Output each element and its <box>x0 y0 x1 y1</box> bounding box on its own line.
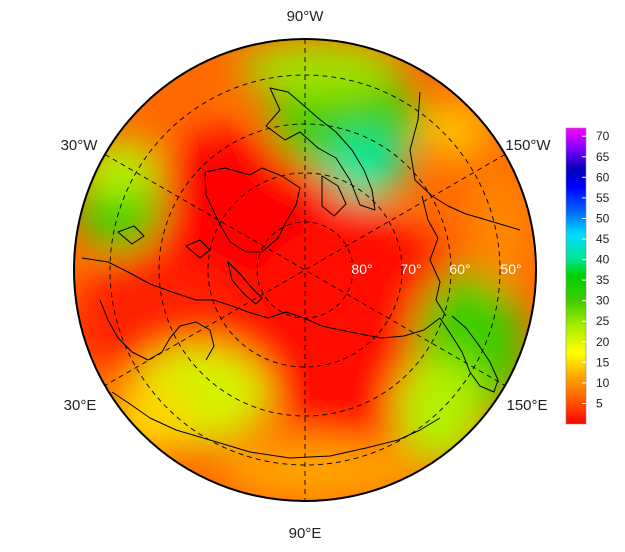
longitude-labels: 90°W 30°W 150°W 30°E 150°E 90°E <box>61 8 552 542</box>
colorbar-label-55: 55 <box>596 191 610 205</box>
map-border <box>73 38 537 502</box>
lat-label-50: 50° <box>500 261 521 277</box>
novaya-zemlya-coastline <box>227 261 263 305</box>
colorbar-ramp <box>566 128 586 424</box>
colorbar-label-60: 60 <box>596 170 610 184</box>
colorbar-label-15: 15 <box>596 355 610 369</box>
lon-label-90e: 90°E <box>289 525 322 542</box>
colorbar-label-40: 40 <box>596 253 610 267</box>
colorbar-label-10: 10 <box>596 376 610 390</box>
coastlines <box>81 87 521 459</box>
alaska-coastline <box>421 195 447 317</box>
colorbar-frame <box>565 127 587 425</box>
latitude-labels: 80° 70° 60° 50° <box>351 261 521 277</box>
colorbar-ticks: 70 65 60 55 50 45 40 35 30 25 20 15 10 5 <box>582 129 610 410</box>
kamchatka-coastline <box>439 315 499 393</box>
lon-label-30e: 30°E <box>64 397 97 414</box>
meridian-30 <box>104 154 506 386</box>
heat-field <box>74 39 536 501</box>
baffin-island-coastline <box>321 175 347 217</box>
eurasia-south-coastline <box>111 391 441 459</box>
latitude-circle-70 <box>207 172 403 368</box>
colorbar-label-65: 65 <box>596 150 610 164</box>
north-america-coastline <box>409 91 521 231</box>
meridian-150 <box>104 154 506 386</box>
lat-label-70: 70° <box>400 261 421 277</box>
lon-label-150w: 150°W <box>505 137 551 154</box>
canadian-archipelago-coastline <box>265 87 376 211</box>
colorbar-label-25: 25 <box>596 314 610 328</box>
lon-label-150e: 150°E <box>506 397 547 414</box>
colorbar-label-30: 30 <box>596 294 610 308</box>
iceland-coastline <box>117 225 145 245</box>
colorbar-label-50: 50 <box>596 211 610 225</box>
lat-label-80: 80° <box>351 261 372 277</box>
colorbar-label-20: 20 <box>596 335 610 349</box>
lon-label-30w: 30°W <box>61 137 99 154</box>
colorbar-label-45: 45 <box>596 232 610 246</box>
colorbar-label-70: 70 <box>596 129 610 143</box>
scandinavia-coastline <box>99 299 215 361</box>
colorbar-label-35: 35 <box>596 273 610 287</box>
graticule <box>104 39 506 501</box>
lon-label-90w: 90°W <box>287 8 325 25</box>
colorbar: 70 65 60 55 50 45 40 35 30 25 20 15 10 5 <box>565 127 610 425</box>
lat-label-60: 60° <box>449 261 470 277</box>
eurasia-north-coastline <box>81 257 441 339</box>
colorbar-label-5: 5 <box>596 396 603 410</box>
